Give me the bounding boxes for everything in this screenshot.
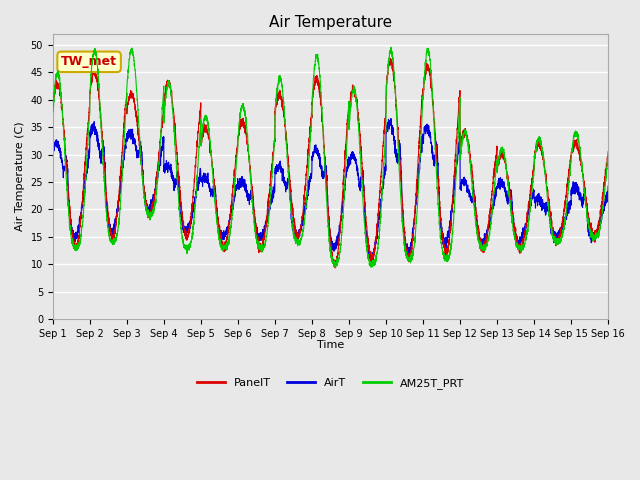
AirT — [310, 152, 317, 157]
AM25T_PRT — [332, 264, 339, 270]
AirT — [148, 201, 156, 207]
AirT — [49, 146, 56, 152]
PanelT — [386, 56, 394, 61]
AM25T_PRT — [487, 221, 495, 227]
AM25T_PRT — [455, 111, 463, 117]
AirT — [424, 127, 432, 132]
PanelT — [487, 202, 495, 208]
AM25T_PRT — [49, 108, 56, 114]
Text: TW_met: TW_met — [61, 55, 117, 68]
Title: Air Temperature: Air Temperature — [269, 15, 392, 30]
PanelT — [424, 63, 432, 69]
AM25T_PRT — [424, 49, 432, 55]
Line: PanelT: PanelT — [52, 59, 608, 268]
AM25T_PRT — [604, 157, 612, 163]
AM25T_PRT — [310, 72, 317, 78]
AirT — [487, 217, 495, 223]
AM25T_PRT — [387, 44, 395, 50]
Line: AM25T_PRT: AM25T_PRT — [52, 47, 608, 267]
AirT — [604, 199, 611, 205]
PanelT — [310, 84, 317, 90]
PanelT — [604, 154, 611, 159]
AM25T_PRT — [148, 210, 156, 216]
PanelT — [604, 149, 612, 155]
AirT — [455, 146, 463, 152]
PanelT — [455, 94, 463, 100]
PanelT — [148, 204, 156, 210]
Legend: PanelT, AirT, AM25T_PRT: PanelT, AirT, AM25T_PRT — [193, 373, 468, 393]
Y-axis label: Air Temperature (C): Air Temperature (C) — [15, 122, 25, 231]
AM25T_PRT — [604, 162, 611, 168]
PanelT — [332, 265, 339, 271]
AirT — [604, 183, 612, 189]
AirT — [366, 260, 374, 266]
AirT — [387, 116, 395, 121]
Line: AirT: AirT — [52, 119, 608, 263]
X-axis label: Time: Time — [317, 340, 344, 350]
PanelT — [49, 103, 56, 109]
